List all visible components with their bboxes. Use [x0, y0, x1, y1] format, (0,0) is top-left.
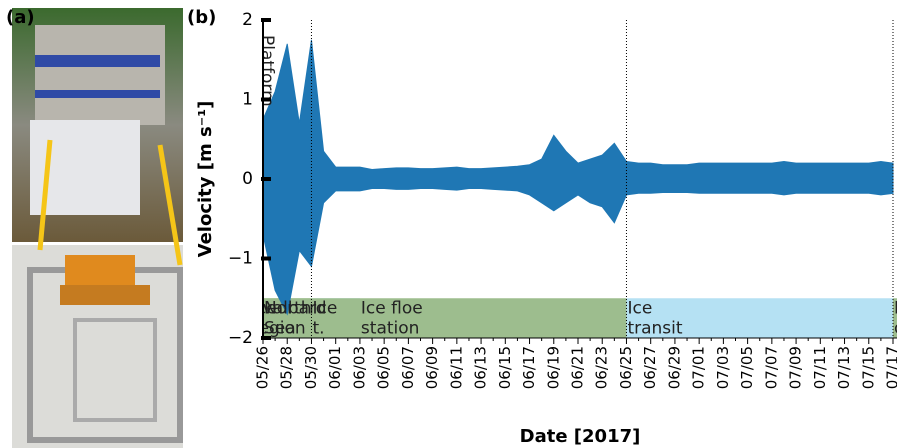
region — [626, 298, 893, 338]
x-tick-label: 07/13 — [835, 346, 853, 389]
x-tick-label: 07/03 — [714, 346, 732, 389]
x-axis-title: Date [2017] — [520, 426, 641, 447]
x-tick-label: 06/17 — [520, 346, 538, 389]
x-tick-label: 06/13 — [472, 346, 490, 389]
region-label: t. — [312, 318, 324, 338]
event-label: failure — [231, 35, 251, 89]
y-tick-label: −1 — [228, 249, 253, 269]
y-tick-label: −2 — [228, 328, 253, 348]
x-tick-label: 06/03 — [350, 346, 368, 389]
x-tick-label: 06/25 — [617, 346, 635, 389]
x-tick-label: 06/29 — [665, 346, 683, 389]
x-tick-label: 06/21 — [569, 346, 587, 389]
x-tick-label: 06/09 — [423, 346, 441, 389]
x-tick-label: 07/15 — [859, 346, 877, 389]
region-label: North — [264, 298, 312, 318]
x-tick-label: 07/09 — [787, 346, 805, 389]
region-label: Sea — [264, 318, 296, 338]
x-tick-label: 05/26 — [254, 346, 272, 389]
region — [893, 298, 897, 338]
x-tick-label: 05/30 — [302, 346, 320, 389]
region-label: Svalbard — [252, 298, 327, 318]
y-axis-title: Velocity [m s⁻¹] — [195, 101, 216, 258]
x-tick-label: 06/11 — [447, 346, 465, 389]
x-tick-label: 06/07 — [399, 346, 417, 389]
region-label: region — [252, 318, 306, 338]
region-label: transit — [627, 318, 682, 338]
x-tick-label: 07/11 — [811, 346, 829, 389]
x-tick-label: 06/01 — [326, 346, 344, 389]
photo-bottom — [12, 245, 183, 448]
x-tick-label: 06/19 — [544, 346, 562, 389]
y-tick-label: 0 — [242, 169, 253, 189]
x-tick-label: 07/07 — [762, 346, 780, 389]
panel-label: (a) — [6, 7, 35, 28]
x-tick-label: 05/28 — [278, 346, 296, 389]
axes: −2 −1 0 1 2 05/26 05/28 05/30 06/01 06/03 06/05 06/… — [228, 10, 897, 389]
region — [263, 298, 627, 338]
x-tick-label: 07/05 — [738, 346, 756, 389]
zoom-line — [37, 139, 53, 251]
event-label: Platform — [257, 35, 277, 107]
region-label: o — [894, 318, 897, 338]
signal-envelope — [263, 39, 894, 316]
region-label: station — [361, 318, 420, 338]
region-label: Ice floe — [361, 298, 423, 318]
x-tick-label: 06/23 — [593, 346, 611, 389]
region-label: N — [894, 298, 897, 318]
y-tick-label: 1 — [242, 90, 253, 110]
region-label: Ice — [627, 298, 652, 318]
panel-label: (b) — [187, 7, 216, 28]
y-tick-label: 2 — [242, 10, 253, 30]
region-label: Ice — [252, 298, 277, 318]
x-tick-label: 06/27 — [641, 346, 659, 389]
zoom-line — [157, 144, 183, 266]
x-tick-label: 06/15 — [496, 346, 514, 389]
x-tick-label: 06/05 — [375, 346, 393, 389]
photo-top — [12, 8, 183, 242]
region-label: Ice — [312, 298, 337, 318]
x-tick-label: 07/17 — [884, 346, 897, 389]
x-tick-label: 07/01 — [690, 346, 708, 389]
